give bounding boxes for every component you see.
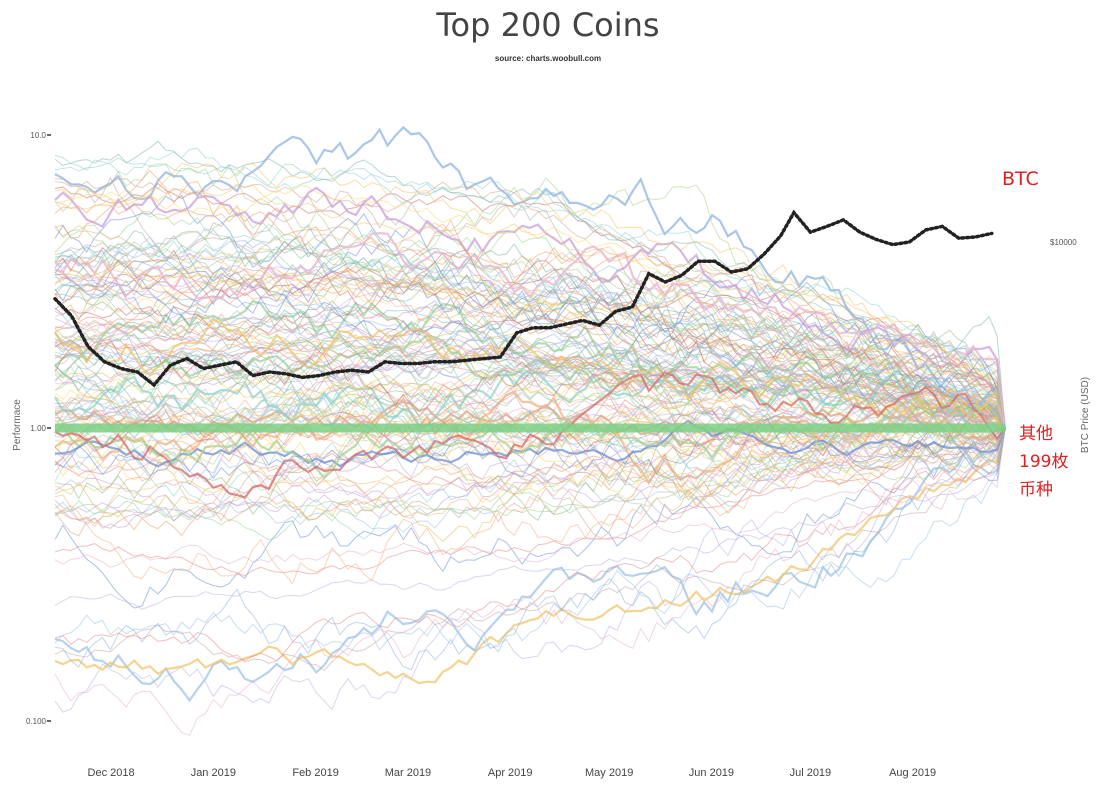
x-axis: Dec 2018 Jan 2019 Feb 2019 Mar 2019 Apr 2019…: [88, 767, 937, 779]
y-tick-label: 1.00: [30, 424, 46, 433]
coin-line: [54, 178, 1006, 429]
y2-tick-label: $10000: [1050, 238, 1077, 247]
x-tick-label: Jun 2019: [689, 767, 734, 779]
coin-line: [54, 303, 1006, 429]
coin-line: [54, 157, 1006, 429]
coin-line: [54, 399, 1006, 469]
annotation-label: BTC: [1002, 168, 1039, 190]
coin-line: [54, 427, 1007, 685]
coin-line: [54, 414, 1006, 492]
btc-line: [53, 209, 994, 388]
x-tick-label: Feb 2019: [292, 767, 338, 779]
x-tick-label: Mar 2019: [385, 767, 431, 779]
coin-line: [54, 230, 1006, 429]
coin-line: [54, 349, 1006, 429]
coin-line: [54, 162, 1006, 429]
coin-line: [54, 427, 1006, 651]
coin-line: [54, 386, 1006, 465]
coin-line: [54, 354, 1006, 429]
coin-line: [54, 186, 1007, 429]
y-tick-label: 10.0: [30, 131, 46, 140]
coin-line: [54, 265, 1006, 429]
coin-line: [54, 427, 1006, 610]
coin-line: [54, 427, 1006, 568]
coin-line: [54, 265, 1006, 429]
chart-subtitle: source: charts.woobull.com: [494, 54, 602, 63]
btc-series: [53, 209, 994, 388]
coin-line: [54, 313, 1006, 455]
x-tick-label: Apr 2019: [488, 767, 533, 779]
coin-line: [54, 427, 1006, 662]
coin-line: [54, 329, 1006, 429]
coin-line: [54, 248, 1006, 429]
coin-line: [54, 147, 1006, 429]
coin-line: [54, 310, 1006, 429]
coin-line: [54, 185, 1006, 429]
coin-line: [54, 427, 1006, 671]
coin-line: [54, 423, 1006, 585]
annotation-label: 199枚: [1019, 452, 1068, 472]
coin-line: [54, 427, 1006, 609]
coin-line: [54, 311, 1006, 429]
coin-line: [54, 419, 1007, 468]
x-tick-label: Jan 2019: [191, 767, 236, 779]
annotation-label: 其他: [1019, 424, 1053, 444]
coin-line: [54, 427, 1006, 672]
y2-axis: $10000: [1050, 238, 1077, 247]
coin-line: [54, 223, 1006, 429]
coin-line: [54, 320, 1006, 429]
coin-line: [54, 408, 1006, 457]
coin-line: [54, 371, 1006, 499]
coin-line: [54, 184, 1006, 429]
y-axis-title: Performace: [12, 399, 23, 451]
chart-title: Top 200 Coins: [436, 6, 660, 44]
coin-line: [54, 227, 1006, 429]
y2-axis-title: BTC Price (USD): [1080, 377, 1091, 453]
y-axis: 10.0 1.00 0.100: [26, 131, 51, 726]
coin-line: [54, 254, 1006, 429]
coin-line: [54, 318, 1007, 429]
x-tick-label: May 2019: [585, 767, 633, 779]
coin-line: [54, 231, 1007, 429]
coin-line: [54, 427, 1006, 537]
x-tick-label: Jul 2019: [790, 767, 832, 779]
coin-line: [54, 416, 1006, 514]
coin-line: [54, 228, 1006, 447]
coin-line: [54, 427, 1006, 529]
coin-line: [54, 366, 1006, 435]
coin-line: [54, 170, 1006, 429]
coin-line: [54, 235, 1006, 429]
coin-line: [54, 427, 1006, 713]
coin-line: [54, 367, 1006, 429]
coin-line: [54, 203, 1006, 429]
coin-line: [54, 427, 1006, 736]
coin-line: [54, 381, 1006, 440]
coin-line: [54, 427, 1006, 518]
x-tick-label: Aug 2019: [889, 767, 936, 779]
coin-line: [54, 310, 1006, 429]
coin-line: [54, 406, 1006, 483]
coin-line: [54, 267, 1006, 429]
annotation-label: 币种: [1019, 480, 1053, 500]
coin-line: [54, 240, 1006, 429]
coin-line: [54, 339, 1006, 429]
coin-line: [54, 417, 1006, 481]
x-tick-label: Dec 2018: [88, 767, 135, 779]
y-tick-label: 0.100: [26, 717, 47, 726]
coin-line: [54, 125, 1007, 429]
coin-line: [54, 309, 1006, 429]
coin-line: [54, 427, 1006, 521]
coin-line: [54, 364, 1006, 429]
coin-line: [54, 244, 1006, 429]
coin-line: [55, 427, 1006, 541]
